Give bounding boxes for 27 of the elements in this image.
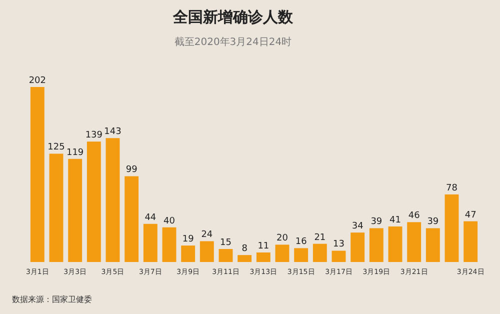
data-label: 40 <box>164 216 176 226</box>
data-label: 143 <box>104 127 122 138</box>
chart-subtitle: 截至2020年3月24日24时 <box>174 36 292 48</box>
data-label: 13 <box>333 240 344 250</box>
data-label: 78 <box>446 183 458 194</box>
data-label: 8 <box>242 244 248 254</box>
data-label: 139 <box>85 130 103 141</box>
data-label: 202 <box>28 76 46 86</box>
data-label: 16 <box>295 237 308 248</box>
data-label: 99 <box>126 165 138 176</box>
chart-title: 全国新增确诊人数 <box>172 8 294 26</box>
data-label: 20 <box>276 234 288 244</box>
data-label: 24 <box>201 230 213 240</box>
source-note: 数据来源：国家卫健委 <box>12 295 92 304</box>
data-label: 11 <box>258 241 270 252</box>
data-label: 34 <box>352 222 364 232</box>
data-label: 44 <box>144 212 156 223</box>
data-label: 46 <box>408 211 420 222</box>
data-label: 15 <box>220 238 232 248</box>
data-label: 39 <box>427 217 439 228</box>
data-label: 119 <box>66 148 84 158</box>
data-label: 39 <box>370 217 382 228</box>
data-label: 41 <box>390 215 401 226</box>
data-label: 21 <box>314 232 326 243</box>
data-label: 19 <box>182 234 194 245</box>
data-label: 125 <box>48 142 65 153</box>
data-label: 47 <box>464 210 476 220</box>
